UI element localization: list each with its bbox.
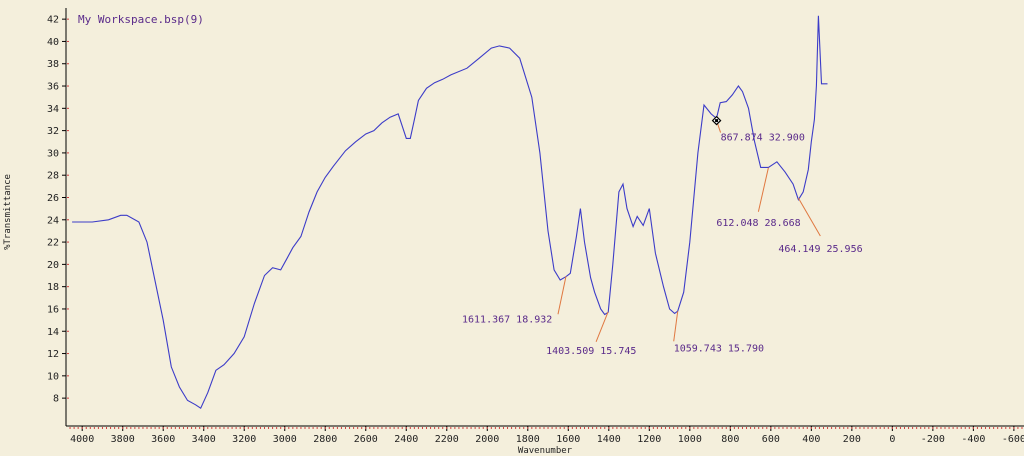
annotation-leader bbox=[673, 311, 679, 342]
y-tick-label: 38 bbox=[47, 59, 59, 70]
spectrum-line bbox=[72, 15, 828, 410]
x-tick-label: -600 bbox=[1002, 434, 1024, 445]
annotation-leader bbox=[595, 311, 609, 342]
y-axis-ticks: 8 10 12 14 16 18 20 22 24 26 28 30 32 34 36 38 40 42 bbox=[47, 15, 69, 405]
annotation-label: 464.149 25.956 bbox=[778, 244, 862, 255]
x-tick-label: 800 bbox=[721, 434, 739, 445]
annotation-label: 867.874 32.900 bbox=[721, 133, 805, 144]
y-tick-label: 34 bbox=[47, 104, 59, 115]
x-tick-label: 2800 bbox=[313, 434, 337, 445]
x-tick-label: 2600 bbox=[354, 434, 378, 445]
annotation-label: 1403.509 15.745 bbox=[546, 346, 636, 357]
x-tick-label: 1400 bbox=[597, 434, 621, 445]
x-tick-label: 1600 bbox=[556, 434, 580, 445]
x-axis-minor-ticks bbox=[69, 427, 1023, 429]
annotation-leader bbox=[797, 197, 821, 237]
annotation-label: 1059.743 15.790 bbox=[674, 343, 764, 354]
y-tick-label: 8 bbox=[53, 394, 59, 405]
x-tick-label: 1800 bbox=[516, 434, 540, 445]
y-tick-label: 32 bbox=[47, 126, 59, 137]
x-tick-label: 600 bbox=[762, 434, 780, 445]
annotation-leader bbox=[757, 167, 769, 212]
x-tick-label: 4000 bbox=[70, 434, 94, 445]
x-tick-label: 1200 bbox=[637, 434, 661, 445]
annotation-label: 1611.367 18.932 bbox=[462, 314, 552, 325]
x-tick-label: -200 bbox=[921, 434, 945, 445]
peak-annotations: 1611.367 18.932 1403.509 15.745 1059.743 1… bbox=[462, 120, 863, 357]
x-tick-label: 2000 bbox=[475, 434, 499, 445]
cursor-marker-dot bbox=[715, 119, 719, 123]
y-tick-label: 28 bbox=[47, 171, 59, 182]
annotation-leader bbox=[557, 276, 567, 315]
x-tick-label: 2200 bbox=[435, 434, 459, 445]
x-tick-label: 400 bbox=[802, 434, 820, 445]
y-tick-label: 12 bbox=[47, 349, 59, 360]
y-tick-label: 26 bbox=[47, 193, 59, 204]
y-tick-label: 14 bbox=[47, 327, 59, 338]
x-tick-label: 3000 bbox=[273, 434, 297, 445]
y-tick-label: 42 bbox=[47, 15, 59, 26]
y-tick-label: 18 bbox=[47, 282, 59, 293]
chart-title: My Workspace.bsp(9) bbox=[78, 13, 204, 26]
y-tick-label: 22 bbox=[47, 238, 59, 249]
y-tick-label: 36 bbox=[47, 82, 59, 93]
y-tick-label: 24 bbox=[47, 215, 59, 226]
x-tick-label: 1000 bbox=[678, 434, 702, 445]
x-tick-label: 3600 bbox=[151, 434, 175, 445]
y-tick-label: 30 bbox=[47, 148, 59, 159]
y-axis-title: %Transmittance bbox=[3, 174, 13, 250]
y-tick-label: 10 bbox=[47, 371, 59, 382]
x-tick-label: 3200 bbox=[232, 434, 256, 445]
x-tick-label: -400 bbox=[961, 434, 985, 445]
x-tick-label: 0 bbox=[889, 434, 895, 445]
x-tick-label: 2400 bbox=[394, 434, 418, 445]
x-axis-title: Wavenumber bbox=[518, 446, 573, 456]
y-tick-label: 16 bbox=[47, 304, 59, 315]
x-tick-label: 200 bbox=[843, 434, 861, 445]
y-tick-label: 20 bbox=[47, 260, 59, 271]
x-tick-label: 3800 bbox=[111, 434, 135, 445]
x-tick-label: 3400 bbox=[192, 434, 216, 445]
y-tick-label: 40 bbox=[47, 37, 59, 48]
annotation-label: 612.048 28.668 bbox=[716, 218, 800, 229]
cursor-marker[interactable] bbox=[711, 115, 722, 126]
x-axis-ticks: 4000 3800 3600 3400 3200 3000 2800 2600 2400 2200… bbox=[70, 426, 1024, 445]
